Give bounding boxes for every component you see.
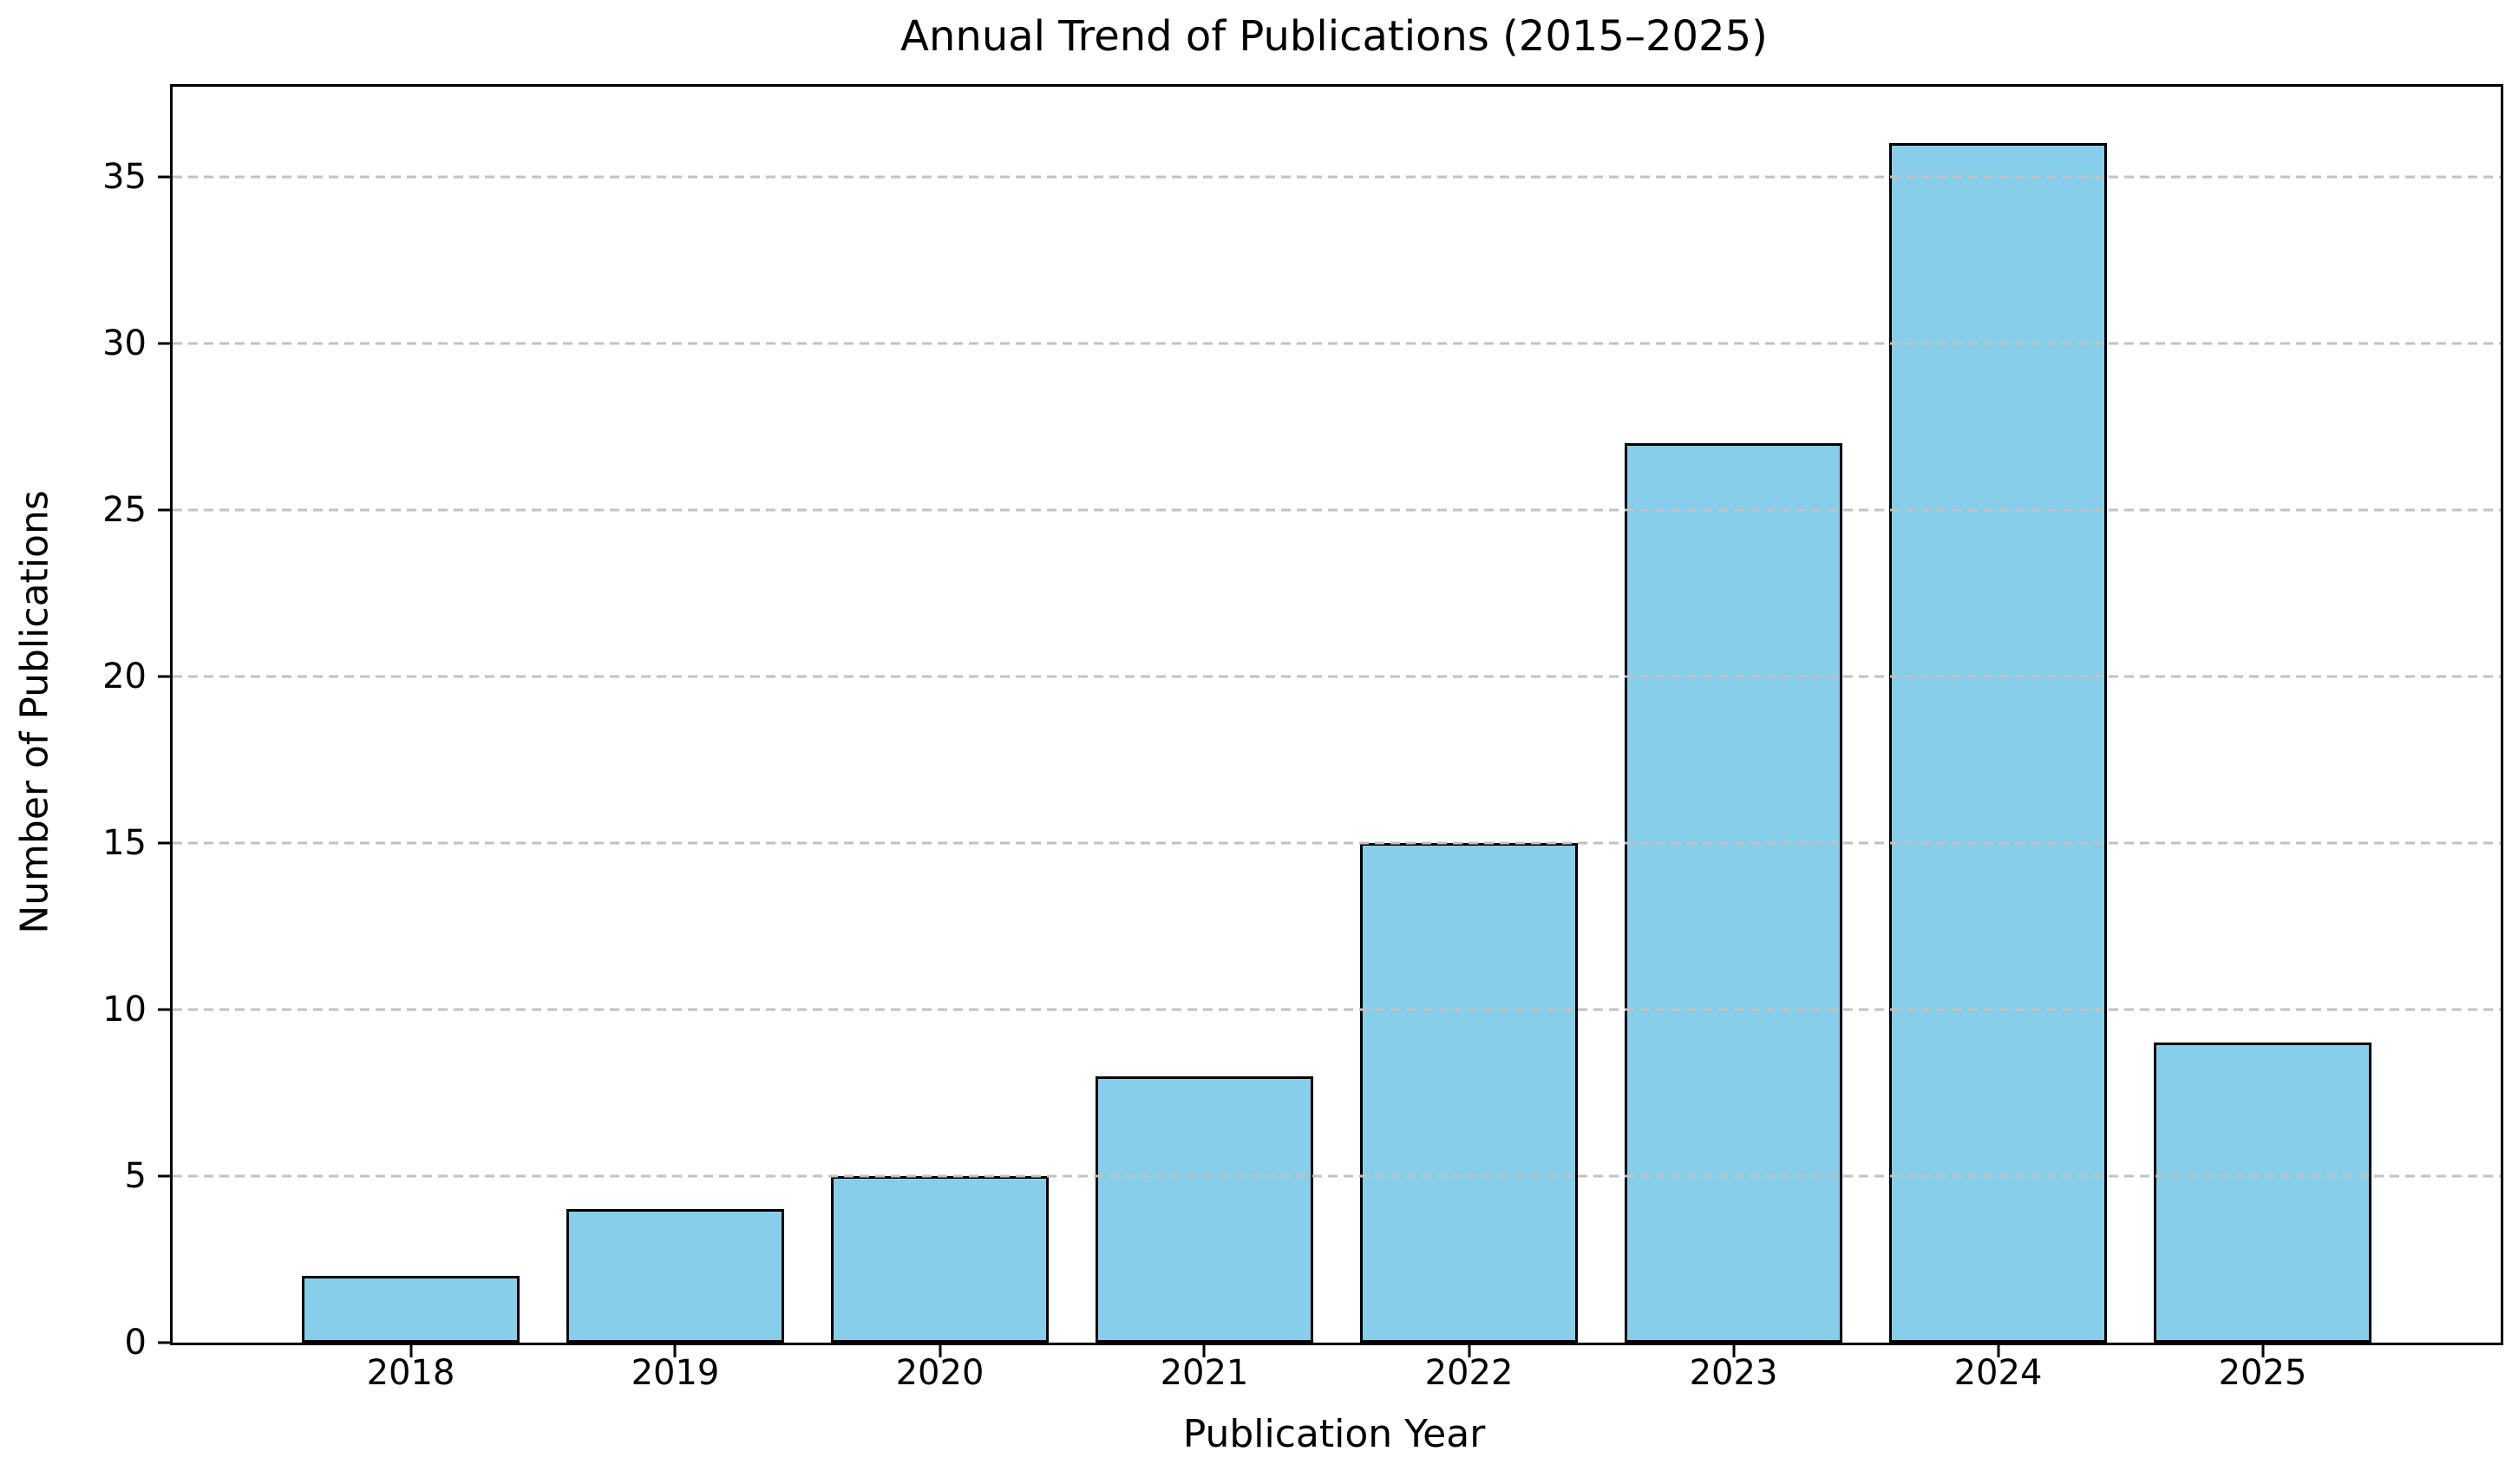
y-tick-label-0: 0 <box>124 1323 147 1363</box>
bar-2020 <box>831 1175 1049 1343</box>
y-axis-label: Number of Publications <box>12 490 57 934</box>
y-tick-mark-5 <box>158 1174 170 1178</box>
y-tick-label-5: 5 <box>124 1155 147 1196</box>
x-tick-label-2018: 2018 <box>366 1353 455 1393</box>
bar-slot-2019 <box>543 87 808 1343</box>
x-tick-label-2025: 2025 <box>2218 1353 2307 1393</box>
x-tick-mark-2021 <box>1202 1345 1206 1357</box>
plot-area: 0 5 10 15 20 25 30 35 2018 2019 2020 2021 2022 2023 20… <box>102 84 2503 1390</box>
bar-slot-2020 <box>808 87 1072 1343</box>
bar-slot-2021 <box>1072 87 1337 1343</box>
y-tick-label-20: 20 <box>102 656 147 696</box>
bar-2019 <box>566 1209 784 1343</box>
bar-2024 <box>1889 143 2107 1343</box>
bar-slot-2024 <box>1866 87 2130 1343</box>
x-tick-label-2020: 2020 <box>895 1353 985 1393</box>
y-tick-label-15: 15 <box>102 822 147 863</box>
bar-2025 <box>2154 1043 2371 1343</box>
bar-slot-2025 <box>2130 87 2395 1343</box>
y-tick-mark-35 <box>158 175 170 179</box>
y-tick-mark-25 <box>158 508 170 512</box>
x-tick-mark-2024 <box>1997 1345 1999 1357</box>
x-tick-label-2023: 2023 <box>1689 1353 1778 1393</box>
bar-slot-2023 <box>1601 87 1866 1343</box>
y-tick-label-10: 10 <box>102 989 147 1030</box>
x-axis-label: Publication Year <box>1182 1412 1486 1456</box>
bar-slot-2022 <box>1337 87 1601 1343</box>
x-tick-mark-2025 <box>2261 1345 2264 1357</box>
bar-2018 <box>302 1276 520 1343</box>
x-tick-label-2019: 2019 <box>631 1353 720 1393</box>
chart-title: Annual Trend of Publications (2015–2025) <box>900 12 1768 61</box>
y-tick-mark-15 <box>158 841 170 845</box>
x-tick-mark-2020 <box>939 1345 941 1357</box>
y-tick-label-30: 30 <box>102 323 147 363</box>
bar-slot-2018 <box>278 87 543 1343</box>
x-tick-mark-2019 <box>673 1345 677 1357</box>
y-tick-mark-30 <box>158 342 170 345</box>
bar-2023 <box>1625 442 1842 1343</box>
bar-2021 <box>1096 1075 1313 1343</box>
x-tick-label-2024: 2024 <box>1953 1353 2043 1393</box>
y-tick-label-35: 35 <box>102 156 147 197</box>
bars-layer <box>173 87 2501 1343</box>
y-tick-mark-10 <box>158 1008 170 1011</box>
x-tick-mark-2023 <box>1732 1345 1735 1357</box>
x-tick-mark-2018 <box>409 1345 412 1357</box>
x-tick-mark-2022 <box>1468 1345 1470 1357</box>
x-tick-label-2022: 2022 <box>1424 1353 1514 1393</box>
y-tick-label-25: 25 <box>102 489 147 530</box>
bar-2022 <box>1360 842 1578 1343</box>
y-tick-mark-0 <box>158 1341 170 1344</box>
x-tick-label-2021: 2021 <box>1160 1353 1249 1393</box>
y-tick-mark-20 <box>158 675 170 678</box>
